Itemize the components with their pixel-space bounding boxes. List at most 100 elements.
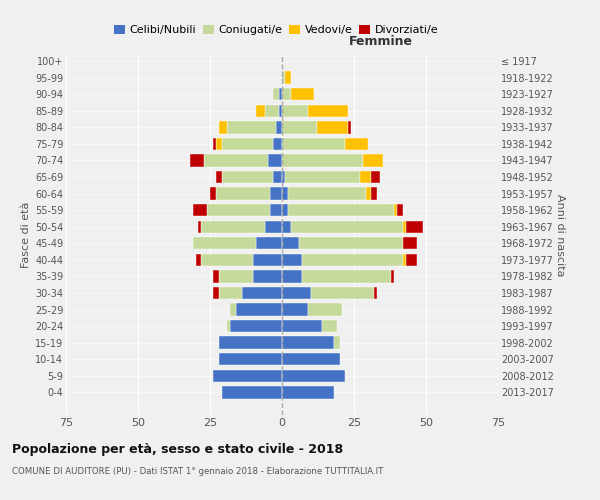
Bar [308,304,343,316]
Bar [282,171,285,183]
Bar [374,287,377,299]
Bar [218,121,227,134]
Bar [279,88,282,101]
Bar [302,254,403,266]
Bar [406,254,418,266]
Bar [193,204,207,216]
Bar [282,88,290,101]
Bar [360,171,371,183]
Bar [394,204,397,216]
Bar [282,336,334,349]
Bar [202,254,253,266]
Bar [282,386,334,398]
Bar [290,220,403,233]
Bar [302,270,391,282]
Bar [290,88,314,101]
Bar [210,188,216,200]
Bar [227,121,276,134]
Bar [253,254,282,266]
Bar [403,220,406,233]
Bar [274,138,282,150]
Bar [334,336,340,349]
Bar [282,104,308,117]
Bar [204,154,268,166]
Bar [311,287,374,299]
Bar [406,220,423,233]
Bar [282,188,288,200]
Bar [218,336,282,349]
Bar [274,171,282,183]
Bar [221,171,274,183]
Bar [282,121,317,134]
Bar [322,320,337,332]
Bar [265,104,279,117]
Bar [221,138,274,150]
Bar [365,188,371,200]
Bar [190,154,204,166]
Bar [230,320,282,332]
Bar [230,304,236,316]
Bar [391,270,394,282]
Bar [268,154,282,166]
Bar [274,88,279,101]
Bar [236,304,282,316]
Bar [403,254,406,266]
Bar [288,188,365,200]
Bar [271,188,282,200]
Bar [317,121,348,134]
Bar [221,386,282,398]
Bar [218,353,282,366]
Bar [216,138,221,150]
Text: COMUNE DI AUDITORE (PU) - Dati ISTAT 1° gennaio 2018 - Elaborazione TUTTITALIA.I: COMUNE DI AUDITORE (PU) - Dati ISTAT 1° … [12,468,383,476]
Bar [371,188,377,200]
Y-axis label: Fasce di età: Fasce di età [20,202,31,268]
Bar [282,204,288,216]
Bar [271,204,282,216]
Bar [282,287,311,299]
Bar [282,237,299,250]
Bar [282,320,322,332]
Bar [218,270,253,282]
Bar [227,320,230,332]
Bar [403,237,418,250]
Y-axis label: Anni di nascita: Anni di nascita [555,194,565,276]
Bar [308,104,348,117]
Bar [207,204,271,216]
Bar [299,237,403,250]
Bar [282,370,346,382]
Bar [282,304,308,316]
Bar [216,171,221,183]
Bar [285,72,290,84]
Bar [282,138,346,150]
Bar [282,254,302,266]
Legend: Celibi/Nubili, Coniugati/e, Vedovi/e, Divorziati/e: Celibi/Nubili, Coniugati/e, Vedovi/e, Di… [109,20,443,40]
Text: Femmine: Femmine [349,35,413,48]
Bar [397,204,403,216]
Bar [216,188,271,200]
Text: Popolazione per età, sesso e stato civile - 2018: Popolazione per età, sesso e stato civil… [12,442,343,456]
Bar [346,138,368,150]
Bar [282,270,302,282]
Bar [253,270,282,282]
Bar [193,237,256,250]
Bar [282,353,340,366]
Bar [199,220,202,233]
Bar [285,171,360,183]
Bar [202,220,265,233]
Bar [279,104,282,117]
Bar [288,204,394,216]
Bar [282,154,362,166]
Bar [265,220,282,233]
Bar [213,370,282,382]
Bar [371,171,380,183]
Bar [256,237,282,250]
Bar [362,154,383,166]
Bar [218,287,242,299]
Bar [276,121,282,134]
Bar [213,287,218,299]
Bar [256,104,265,117]
Bar [282,72,285,84]
Bar [213,138,216,150]
Bar [282,220,290,233]
Bar [196,254,202,266]
